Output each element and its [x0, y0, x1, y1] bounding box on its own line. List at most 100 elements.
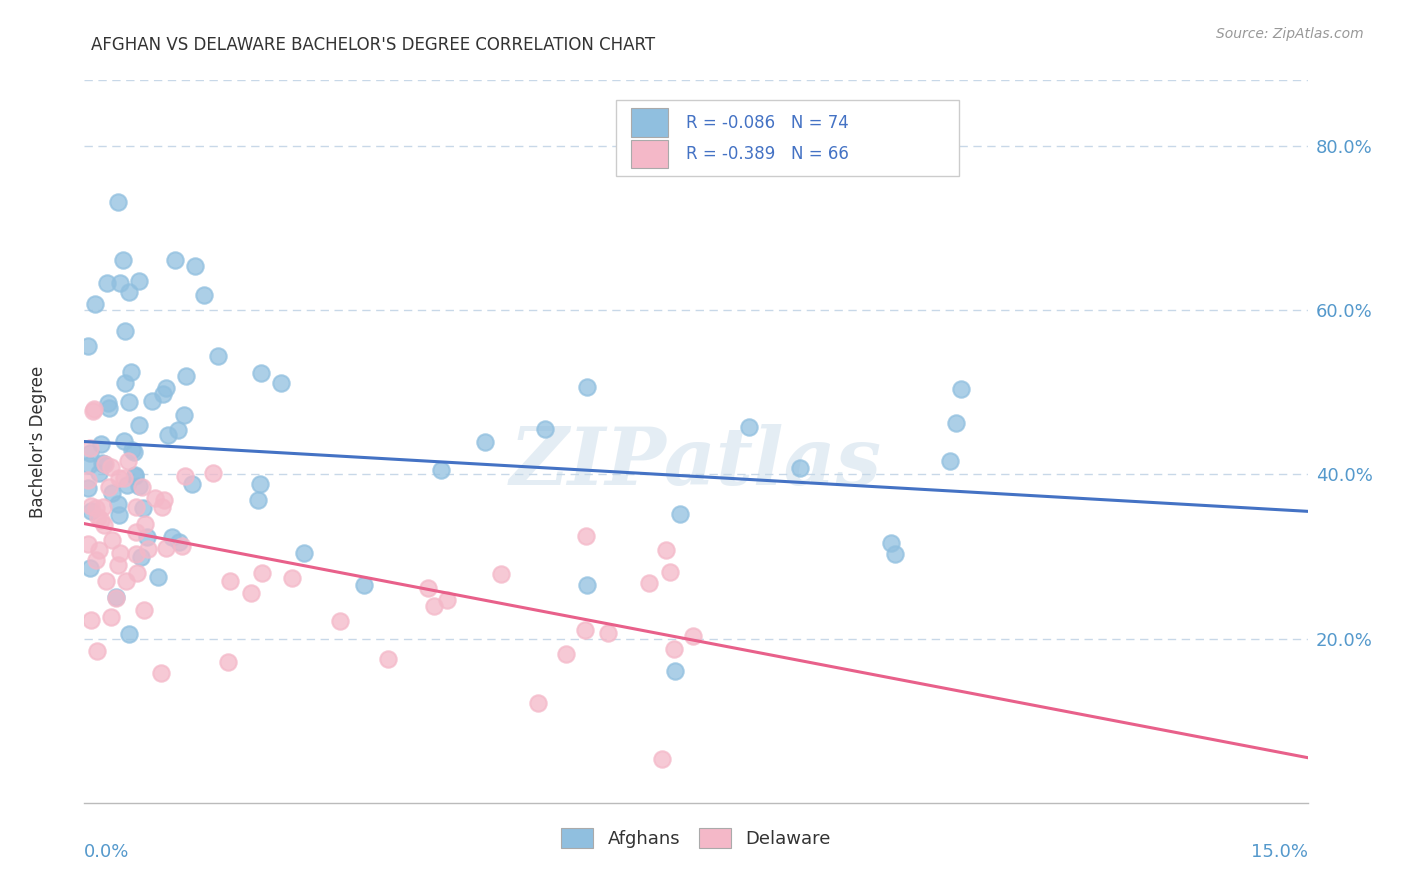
Point	[97, 396, 120, 410]
Point	[527, 696, 550, 710]
Point	[353, 578, 375, 592]
Point	[152, 387, 174, 401]
Point	[125, 547, 148, 561]
Point	[77, 537, 100, 551]
Text: ZIPatlas: ZIPatlas	[510, 425, 882, 502]
Point	[207, 350, 229, 364]
Point	[82, 404, 104, 418]
Point	[153, 492, 176, 507]
Point	[114, 376, 136, 391]
Point	[160, 530, 183, 544]
Point	[533, 422, 555, 436]
Point	[79, 441, 101, 455]
Point	[423, 599, 446, 613]
Point	[180, 477, 202, 491]
Text: Source: ZipAtlas.com: Source: ZipAtlas.com	[1216, 27, 1364, 41]
Point	[430, 463, 453, 477]
Point	[789, 461, 811, 475]
Point	[93, 517, 115, 532]
Text: R = -0.389   N = 66: R = -0.389 N = 66	[686, 145, 849, 163]
Legend: Afghans, Delaware: Afghans, Delaware	[554, 821, 838, 855]
Point	[945, 417, 967, 431]
Point	[329, 614, 352, 628]
Point	[682, 629, 704, 643]
Point	[939, 453, 962, 467]
Point	[89, 513, 111, 527]
Point	[107, 558, 129, 572]
Point	[94, 457, 117, 471]
Point	[240, 586, 263, 600]
Point	[131, 481, 153, 495]
Point	[112, 471, 135, 485]
Point	[883, 547, 905, 561]
Point	[155, 541, 177, 555]
Point	[575, 380, 598, 394]
Point	[79, 458, 101, 472]
Point	[108, 276, 131, 290]
Point	[79, 561, 101, 575]
Point	[128, 479, 150, 493]
Point	[377, 652, 399, 666]
Point	[249, 366, 271, 380]
Point	[112, 253, 135, 268]
Point	[575, 529, 598, 543]
Point	[574, 624, 596, 638]
Point	[669, 507, 692, 521]
Point	[115, 574, 138, 588]
Point	[738, 420, 761, 434]
Point	[107, 508, 129, 523]
Point	[174, 368, 197, 383]
Point	[128, 418, 150, 433]
Bar	[631, 139, 668, 169]
Point	[98, 480, 121, 494]
Point	[135, 530, 157, 544]
FancyBboxPatch shape	[616, 100, 959, 176]
Point	[554, 648, 576, 662]
Point	[489, 567, 512, 582]
Point	[117, 395, 139, 409]
Point	[112, 434, 135, 449]
Point	[117, 454, 139, 468]
Point	[77, 481, 100, 495]
Point	[436, 593, 458, 607]
Point	[100, 610, 122, 624]
Point	[86, 509, 108, 524]
Point	[294, 546, 316, 560]
Point	[125, 500, 148, 515]
Point	[101, 486, 124, 500]
Point	[598, 625, 620, 640]
Point	[80, 504, 103, 518]
Point	[173, 469, 195, 483]
Point	[127, 566, 149, 580]
Point	[89, 543, 111, 558]
Text: 0.0%: 0.0%	[84, 843, 129, 861]
Point	[124, 469, 146, 483]
Point	[91, 456, 114, 470]
Point	[83, 296, 105, 310]
Point	[141, 394, 163, 409]
Point	[108, 546, 131, 560]
Point	[250, 566, 273, 580]
Point	[120, 365, 142, 379]
Point	[115, 478, 138, 492]
Point	[98, 401, 121, 415]
Point	[79, 445, 101, 459]
Point	[134, 516, 156, 531]
Point	[474, 435, 496, 450]
Point	[658, 565, 681, 579]
Point	[83, 401, 105, 416]
Point	[117, 627, 139, 641]
Point	[94, 574, 117, 588]
Point	[96, 276, 118, 290]
Point	[105, 591, 128, 605]
Point	[90, 437, 112, 451]
Point	[156, 427, 179, 442]
Bar	[631, 109, 668, 137]
Point	[125, 524, 148, 539]
Point	[249, 476, 271, 491]
Point	[136, 541, 159, 556]
Text: Bachelor's Degree: Bachelor's Degree	[30, 366, 46, 517]
Point	[575, 578, 598, 592]
Point	[77, 339, 100, 353]
Point	[202, 466, 225, 480]
